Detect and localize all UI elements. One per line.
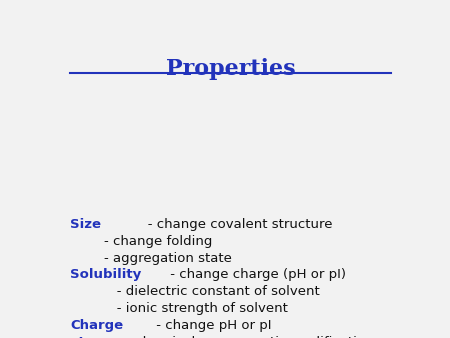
Text: - dielectric constant of solvent: - dielectric constant of solvent [70,285,320,298]
Text: - change covalent structure: - change covalent structure [135,218,332,231]
Text: - aggregation state: - aggregation state [70,251,232,265]
Text: Solubility: Solubility [70,268,141,282]
Text: Size: Size [70,218,101,231]
Text: - change charge (pH or pI): - change charge (pH or pI) [166,268,346,282]
Text: Properties: Properties [166,57,296,79]
Text: - change pH or pI: - change pH or pI [152,319,271,332]
Text: pI: pI [70,336,85,338]
Text: - change folding: - change folding [70,235,212,248]
Text: - chemical or enzymatic modification: - chemical or enzymatic modification [122,336,374,338]
Text: Charge: Charge [70,319,123,332]
Text: - ionic strength of solvent: - ionic strength of solvent [70,303,288,315]
